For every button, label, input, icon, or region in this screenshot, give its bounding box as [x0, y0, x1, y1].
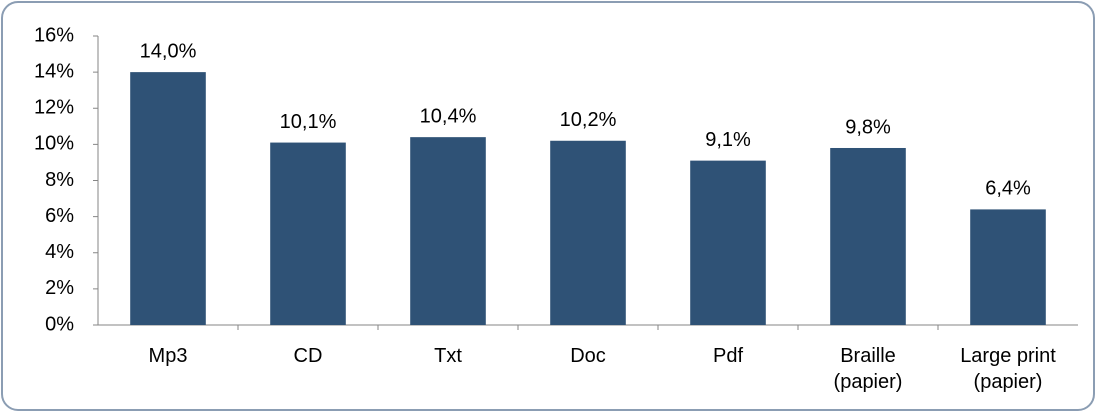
y-tick-label: 8%: [45, 169, 74, 191]
bar: [130, 72, 206, 325]
value-label: 14,0%: [140, 40, 197, 62]
y-tick-label: 0%: [45, 313, 74, 335]
y-tick-label: 6%: [45, 205, 74, 227]
bar: [690, 160, 766, 325]
value-label: 10,1%: [280, 111, 337, 133]
x-tick-label: Large print (papier): [960, 345, 1056, 393]
value-label: 10,4%: [420, 105, 477, 127]
y-tick-label: 12%: [34, 97, 74, 119]
y-tick-label: 10%: [34, 133, 74, 155]
bar: [270, 142, 346, 325]
x-tick-label: Pdf: [712, 345, 744, 367]
x-tick-label: CD: [293, 345, 323, 367]
x-tick-label: Doc: [570, 345, 606, 367]
y-tick-label: 4%: [45, 241, 74, 263]
y-tick-label: 16%: [34, 24, 74, 46]
bar: [970, 209, 1046, 325]
y-tick-label: 14%: [34, 60, 74, 82]
value-label: 9,8%: [845, 116, 891, 138]
x-tick-label: Txt: [434, 345, 462, 367]
value-label: 10,2%: [560, 109, 617, 131]
value-label: 6,4%: [985, 178, 1031, 200]
x-tick-label: Braille (papier): [833, 345, 903, 393]
bar: [830, 147, 906, 325]
y-tick-label: 2%: [45, 277, 74, 299]
bar: [410, 137, 486, 325]
x-tick-label: Mp3: [148, 345, 188, 367]
bar: [550, 140, 626, 325]
value-label: 9,1%: [705, 129, 751, 151]
